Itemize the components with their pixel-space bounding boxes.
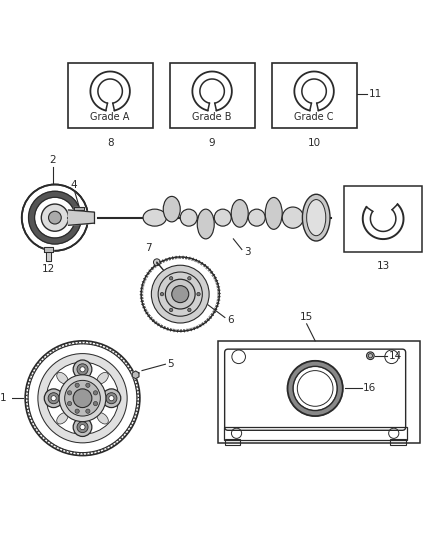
Ellipse shape (163, 196, 180, 222)
Text: 13: 13 (377, 261, 390, 271)
Ellipse shape (282, 207, 304, 228)
Ellipse shape (231, 199, 248, 227)
Text: 4: 4 (71, 180, 78, 190)
Ellipse shape (143, 209, 166, 226)
Text: 7: 7 (145, 243, 152, 253)
Circle shape (49, 211, 61, 224)
Circle shape (93, 391, 98, 395)
Polygon shape (74, 207, 84, 210)
Ellipse shape (265, 197, 282, 229)
Ellipse shape (248, 209, 265, 226)
Polygon shape (44, 247, 53, 252)
Ellipse shape (214, 209, 231, 226)
Text: 9: 9 (209, 138, 215, 148)
Text: 10: 10 (307, 138, 321, 148)
Circle shape (187, 277, 191, 280)
Text: 16: 16 (363, 383, 376, 393)
Text: 8: 8 (107, 138, 113, 148)
Text: 12: 12 (42, 264, 55, 274)
Ellipse shape (57, 413, 68, 424)
Ellipse shape (180, 209, 197, 226)
Circle shape (77, 364, 88, 375)
Circle shape (170, 277, 173, 280)
Polygon shape (132, 371, 139, 378)
Text: Grade B: Grade B (192, 111, 232, 122)
Text: 2: 2 (49, 156, 56, 165)
Circle shape (48, 393, 59, 403)
Circle shape (86, 383, 90, 387)
Text: 15: 15 (300, 312, 313, 322)
Circle shape (102, 389, 121, 408)
Circle shape (44, 389, 63, 408)
Text: 6: 6 (227, 314, 233, 325)
Text: 3: 3 (244, 247, 251, 256)
Bar (344, 186, 422, 252)
Circle shape (80, 367, 85, 372)
Circle shape (93, 401, 98, 406)
Ellipse shape (97, 373, 108, 384)
Bar (67, 62, 152, 128)
Bar (224, 427, 406, 440)
Circle shape (166, 279, 195, 309)
Circle shape (51, 395, 56, 401)
Circle shape (59, 375, 106, 422)
Circle shape (187, 308, 191, 312)
Circle shape (77, 422, 88, 433)
Bar (272, 62, 357, 128)
Circle shape (75, 383, 79, 387)
Circle shape (65, 381, 100, 416)
Text: Grade A: Grade A (91, 111, 130, 122)
Circle shape (109, 395, 114, 401)
Ellipse shape (97, 413, 108, 424)
Circle shape (172, 286, 189, 303)
Circle shape (160, 293, 164, 296)
Circle shape (80, 425, 85, 430)
Ellipse shape (57, 373, 68, 384)
Circle shape (153, 259, 160, 265)
Circle shape (197, 293, 200, 296)
Text: 11: 11 (368, 90, 382, 100)
Circle shape (41, 204, 68, 231)
Polygon shape (46, 252, 51, 261)
Circle shape (75, 409, 79, 413)
Circle shape (106, 393, 117, 403)
Circle shape (294, 368, 336, 409)
Circle shape (73, 418, 92, 437)
Circle shape (67, 401, 72, 406)
Text: 14: 14 (389, 351, 402, 361)
Text: 5: 5 (167, 359, 174, 369)
Circle shape (152, 265, 209, 323)
Text: 1: 1 (0, 393, 6, 403)
Circle shape (73, 360, 92, 378)
Text: Grade C: Grade C (294, 111, 334, 122)
Bar (170, 62, 254, 128)
Circle shape (367, 352, 374, 360)
Bar (225, 439, 240, 445)
Bar (219, 341, 420, 443)
Bar (390, 439, 406, 445)
Circle shape (170, 308, 173, 312)
Ellipse shape (197, 209, 214, 239)
Circle shape (67, 391, 72, 395)
Ellipse shape (307, 199, 326, 236)
Ellipse shape (302, 194, 330, 241)
Circle shape (86, 409, 90, 413)
Polygon shape (68, 210, 94, 225)
Circle shape (46, 362, 119, 434)
Circle shape (73, 389, 92, 408)
